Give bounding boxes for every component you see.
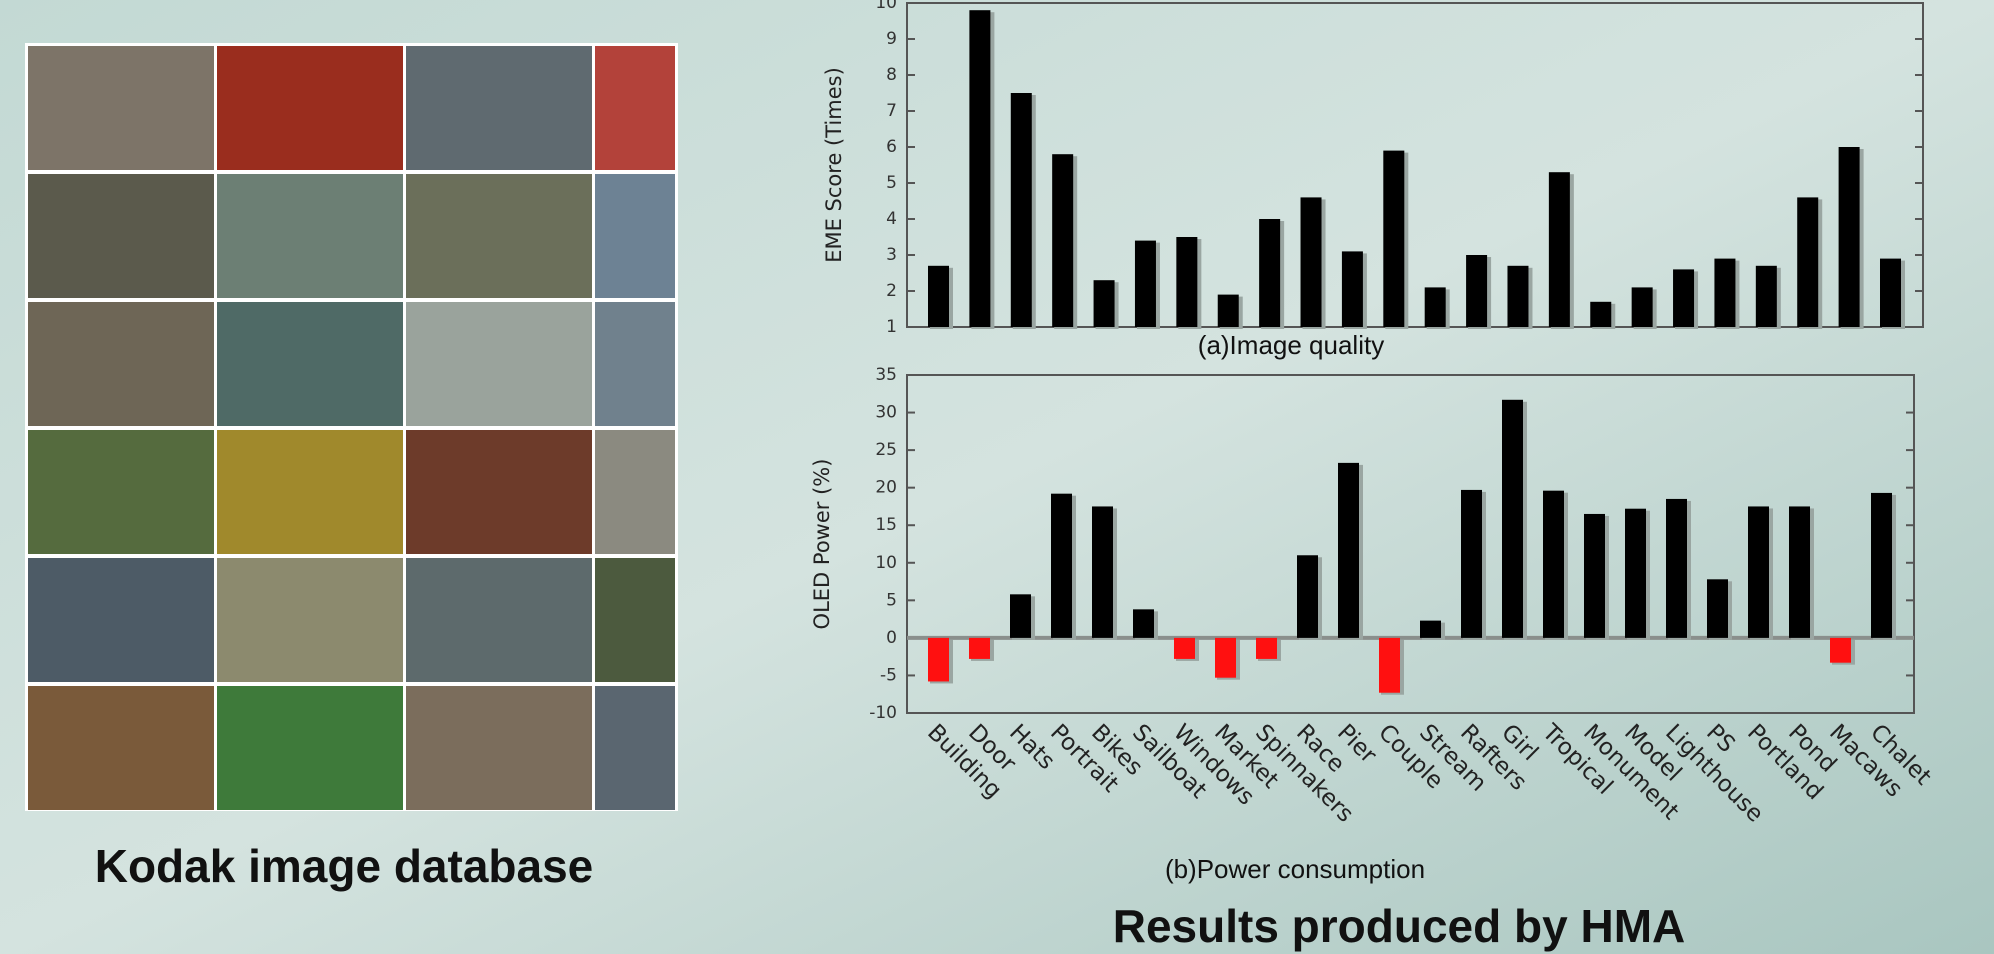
bar <box>1748 506 1769 637</box>
y-tick-label: 2 <box>886 281 897 301</box>
y-tick-label: -10 <box>869 703 897 723</box>
bar <box>1797 197 1818 327</box>
photo-tile <box>28 430 214 554</box>
bar <box>1756 266 1777 327</box>
bar <box>1379 638 1400 693</box>
bar <box>1707 579 1728 638</box>
photo-tile <box>217 686 403 810</box>
bar <box>1420 621 1441 638</box>
bar <box>1830 638 1851 663</box>
bar <box>1176 237 1197 327</box>
y-tick-label: 9 <box>886 29 897 49</box>
bar <box>1502 400 1523 638</box>
bar <box>1301 197 1322 327</box>
bar <box>1789 506 1810 637</box>
bar <box>969 10 990 327</box>
bar <box>1135 241 1156 327</box>
y-tick-label: 5 <box>886 590 897 610</box>
bar <box>1714 259 1735 327</box>
bar <box>1507 266 1528 327</box>
bar <box>1590 302 1611 327</box>
bar <box>1259 219 1280 327</box>
photo-tile <box>217 430 403 554</box>
bar <box>1133 609 1154 638</box>
y-tick-label: 0 <box>886 628 897 648</box>
chart-caption: (a)Image quality <box>1198 330 1384 360</box>
footer-title: Results produced by HMA <box>1113 900 1686 952</box>
photo-tile <box>28 174 214 298</box>
bar <box>1256 638 1277 659</box>
photo-tile <box>406 686 592 810</box>
bar <box>1094 280 1115 327</box>
bar <box>1383 151 1404 327</box>
bar <box>1880 259 1901 327</box>
y-tick-label: 5 <box>886 173 897 193</box>
photo-tile <box>406 46 592 170</box>
photo-tile <box>28 558 214 682</box>
photo-tile <box>217 46 403 170</box>
bar <box>1625 509 1646 638</box>
bar <box>1666 499 1687 638</box>
bar <box>1466 255 1487 327</box>
bar <box>969 638 990 659</box>
photo-tile <box>406 302 592 426</box>
y-axis-label: EME Score (Times) <box>822 67 846 263</box>
bar <box>1461 490 1482 638</box>
bar <box>1052 154 1073 327</box>
y-tick-label: 10 <box>875 0 897 13</box>
slide: Kodak image database Results produced by… <box>0 0 1994 954</box>
bar <box>928 266 949 327</box>
y-tick-label: 7 <box>886 101 897 121</box>
photo-tile <box>595 302 675 426</box>
y-tick-label: 4 <box>886 209 897 229</box>
photo-tile <box>595 430 675 554</box>
y-tick-label: 1 <box>886 317 897 337</box>
bar <box>1174 638 1195 659</box>
photo-tile <box>595 46 675 170</box>
chart-caption: (b)Power consumption <box>1165 854 1425 884</box>
y-tick-label: 35 <box>875 365 897 385</box>
photo-tile <box>28 302 214 426</box>
photo-tile <box>28 46 214 170</box>
y-tick-label: 15 <box>875 515 897 535</box>
bar <box>1425 287 1446 327</box>
photo-tile <box>595 686 675 810</box>
bar <box>1215 638 1236 678</box>
bar <box>1871 493 1892 638</box>
bar <box>1839 147 1860 327</box>
bar <box>1010 594 1031 638</box>
bar <box>1011 93 1032 327</box>
y-tick-label: 30 <box>875 403 897 423</box>
y-axis-label: OLED Power (%) <box>810 459 834 630</box>
photo-tile <box>217 302 403 426</box>
y-tick-label: 20 <box>875 478 897 498</box>
bar <box>1632 287 1653 327</box>
photo-tile <box>217 558 403 682</box>
photo-tile <box>406 558 592 682</box>
bar <box>1218 295 1239 327</box>
y-tick-label: 8 <box>886 65 897 85</box>
photo-tile <box>595 558 675 682</box>
y-tick-label: 3 <box>886 245 897 265</box>
bar <box>1584 514 1605 638</box>
photo-tile <box>28 686 214 810</box>
y-tick-label: 6 <box>886 137 897 157</box>
photo-tile <box>406 174 592 298</box>
y-tick-label: 10 <box>875 553 897 573</box>
bar <box>1338 463 1359 638</box>
bar <box>1549 172 1570 327</box>
bar <box>1673 269 1694 327</box>
bar <box>1051 494 1072 638</box>
photo-tile <box>406 430 592 554</box>
photo-tile <box>595 174 675 298</box>
bar <box>1543 491 1564 638</box>
left-caption: Kodak image database <box>95 840 594 892</box>
y-tick-label: -5 <box>880 665 897 685</box>
y-tick-label: 25 <box>875 440 897 460</box>
photo-tile <box>217 174 403 298</box>
bar <box>1297 555 1318 638</box>
bar <box>928 638 949 682</box>
bar <box>1092 506 1113 637</box>
bar <box>1342 251 1363 327</box>
